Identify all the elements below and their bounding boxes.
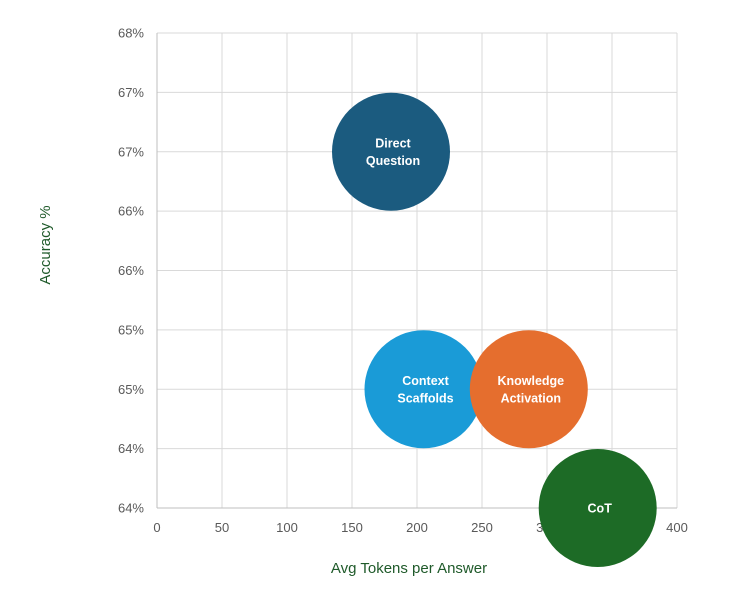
bubble-label: Scaffolds [397, 392, 453, 406]
bubble-label: Knowledge [497, 374, 564, 388]
bubble-label: Context [402, 374, 449, 388]
y-tick-label: 64% [118, 501, 144, 516]
x-tick-label: 0 [153, 520, 160, 535]
bubble-label: CoT [588, 502, 613, 516]
bubble [364, 330, 483, 449]
y-tick-label: 65% [118, 322, 144, 337]
x-tick-label: 200 [406, 520, 428, 535]
x-tick-label: 100 [276, 520, 298, 535]
bubble-label: Activation [501, 392, 561, 406]
bubble-label: Question [366, 154, 420, 168]
bubble [469, 330, 588, 449]
y-tick-label: 64% [118, 441, 144, 456]
x-axis-title: Avg Tokens per Answer [331, 560, 487, 577]
x-tick-label: 50 [215, 520, 229, 535]
y-tick-label: 67% [118, 85, 144, 100]
bubble [538, 449, 657, 567]
bubble-label: Direct [375, 137, 411, 151]
y-tick-label: 66% [118, 263, 144, 278]
x-tick-label: 400 [666, 520, 688, 535]
gridlines [156, 32, 678, 509]
y-tick-label: 68% [118, 26, 144, 41]
x-tick-label: 250 [471, 520, 493, 535]
y-axis-title: Accuracy % [37, 205, 54, 284]
y-tick-label: 65% [118, 382, 144, 397]
y-tick-label: 67% [118, 144, 144, 159]
y-tick-label: 66% [118, 204, 144, 219]
bubbles: Direct Question Context Scaffolds Knowledge A… [332, 92, 657, 567]
y-axis-tick-labels: 64% 64% 65% 65% 66% 66% 67% 67% 68% [118, 26, 144, 516]
bubble [332, 92, 450, 211]
x-tick-label: 150 [341, 520, 363, 535]
